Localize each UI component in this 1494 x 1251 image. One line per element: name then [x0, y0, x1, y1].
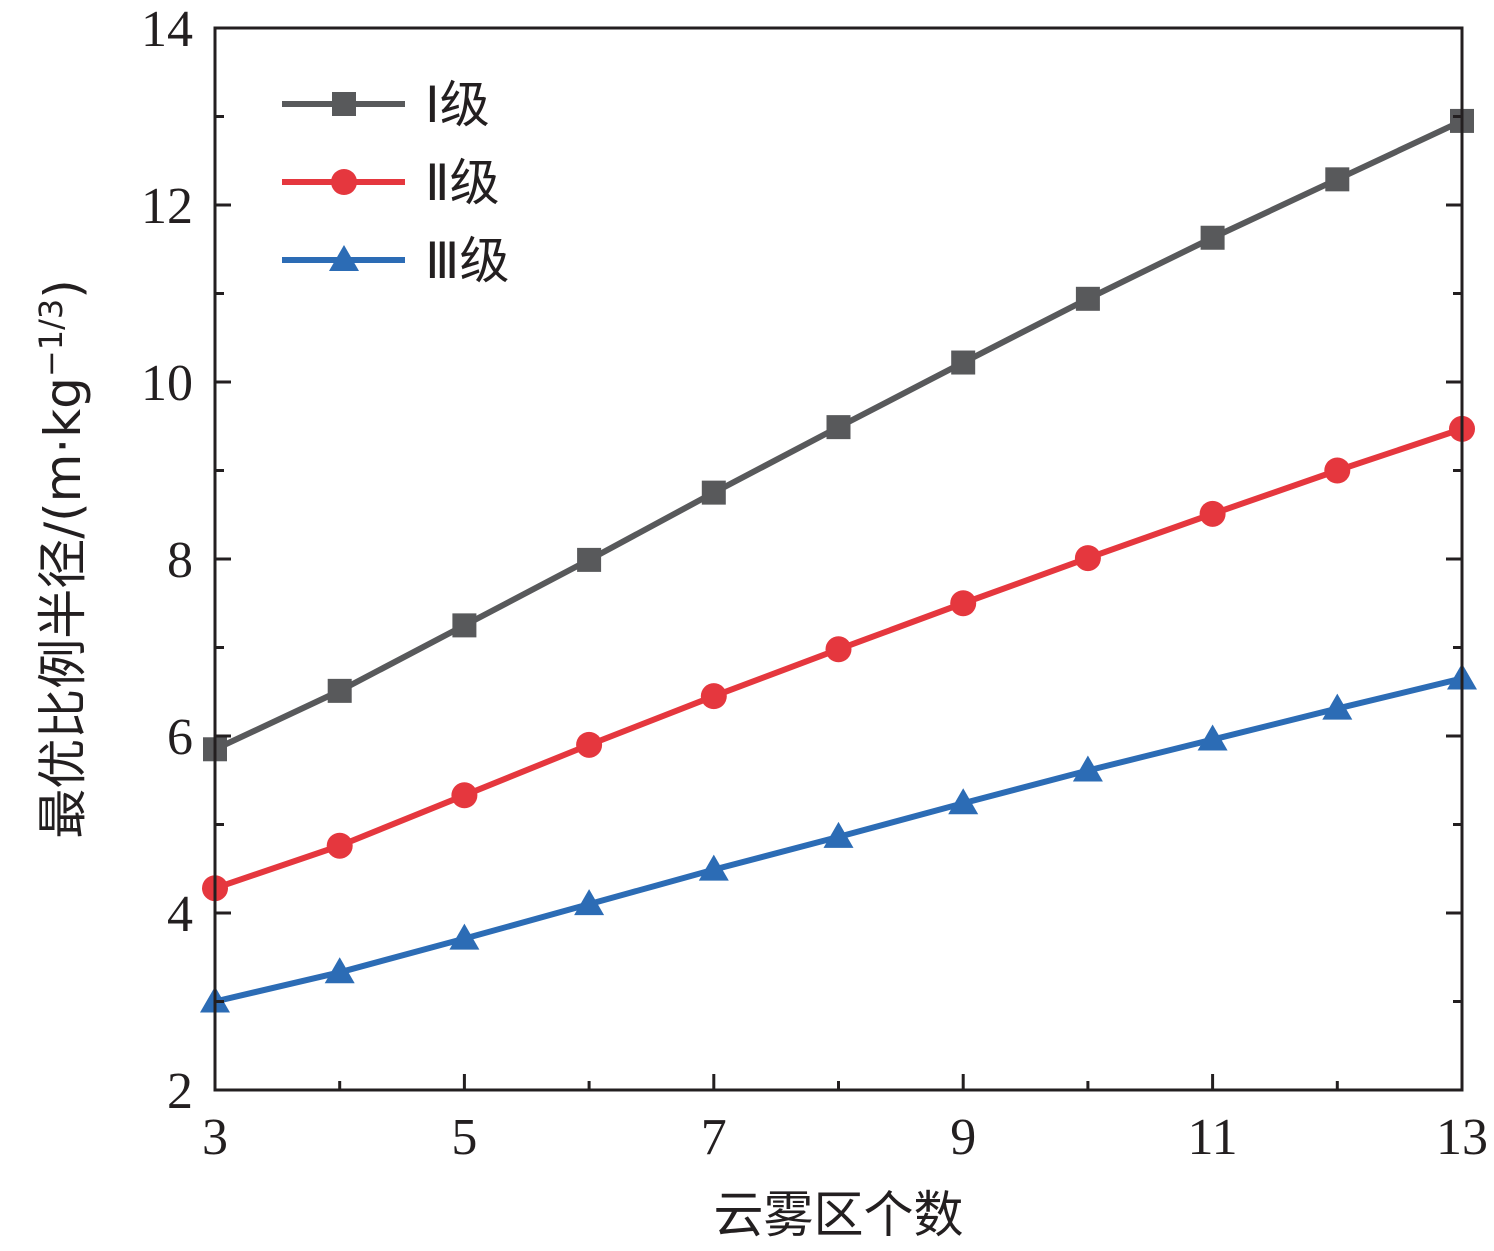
series-2: [202, 415, 1475, 902]
data-point: [452, 613, 477, 638]
x-axis-label: 云雾区个数: [714, 1186, 964, 1244]
legend-label: Ⅰ级: [425, 76, 490, 134]
series-layer: [200, 108, 1477, 1013]
legend-marker: [332, 92, 356, 116]
data-point: [825, 636, 852, 663]
data-point: [1197, 724, 1228, 751]
data-point: [823, 821, 854, 848]
y-axis-label: 最优比例半径/(m·kg−1/3): [32, 279, 92, 838]
x-tick-label: 3: [202, 1109, 228, 1166]
y-axis-label-exponent: −1/3: [32, 299, 70, 377]
x-tick-label: 13: [1436, 1109, 1488, 1166]
data-point: [826, 415, 851, 440]
x-tick-label: 5: [451, 1109, 477, 1166]
data-point: [576, 731, 603, 758]
y-tick-label: 10: [141, 355, 193, 412]
y-tick-label: 2: [167, 1063, 193, 1120]
data-point: [951, 350, 976, 375]
legend-marker: [331, 169, 357, 195]
legend: Ⅰ级 Ⅱ级 Ⅲ级: [282, 76, 509, 290]
data-point: [324, 957, 355, 984]
plot-frame: [213, 26, 1464, 1092]
data-point: [1325, 167, 1350, 192]
x-tick-label: 9: [950, 1109, 976, 1166]
data-point: [326, 832, 353, 859]
legend-label: Ⅱ级: [425, 154, 500, 212]
legend-label: Ⅲ级: [425, 232, 509, 290]
data-point: [948, 788, 979, 815]
data-point: [1322, 693, 1353, 720]
data-point: [698, 854, 729, 881]
y-axis-label-main: 最优比例半径/(m·kg: [34, 377, 92, 839]
data-point: [1324, 457, 1351, 484]
data-point: [449, 923, 480, 950]
legend-item-1: Ⅰ级: [282, 76, 490, 134]
data-point: [577, 547, 602, 572]
data-point: [1075, 286, 1100, 311]
data-point: [701, 480, 726, 505]
x-tick-label: 7: [701, 1109, 727, 1166]
data-point: [327, 678, 352, 703]
data-point: [1199, 500, 1226, 527]
y-tick-label: 6: [167, 709, 193, 766]
legend-item-2: Ⅱ级: [282, 154, 500, 212]
y-tick-label: 12: [141, 178, 193, 235]
y-axis-label-close: ): [34, 279, 92, 299]
data-point: [950, 590, 977, 617]
y-tick-label: 8: [167, 532, 193, 589]
data-point: [1072, 755, 1103, 782]
ticks-layer: 3 5 7 9 11 13 2 4 6 8 10 12 14: [141, 1, 1488, 1166]
y-tick-label: 14: [141, 1, 193, 58]
data-point: [1200, 225, 1225, 250]
legend-item-3: Ⅲ级: [282, 232, 509, 290]
data-point: [574, 889, 605, 916]
y-tick-label: 4: [167, 886, 193, 943]
data-point: [1074, 545, 1101, 572]
data-point: [451, 782, 478, 809]
x-tick-label: 11: [1188, 1109, 1238, 1166]
data-point: [700, 683, 727, 710]
series-3: [200, 663, 1477, 1013]
series-1: [203, 108, 1474, 762]
legend-marker: [329, 245, 359, 271]
